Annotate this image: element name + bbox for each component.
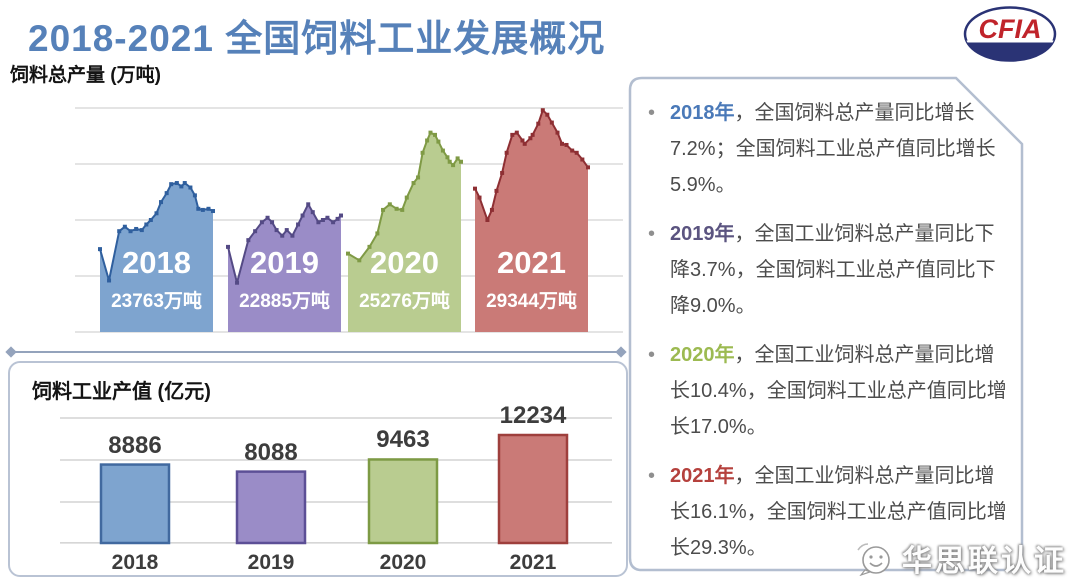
output-bar-chart [60,417,612,545]
bar-value-label: 8886 [108,431,162,459]
summary-panel-frame [628,76,1024,572]
watermark: 华思联认证 [852,536,1067,580]
logo-bowl [965,42,1055,61]
bullet-year-2020: 2020年 [670,344,735,366]
page-title: 2018-2021 全国饲料工业发展概况 [28,18,606,59]
section-divider [12,351,620,353]
bullet-item-2019: • 2019年，全国工业饲料总产量同比下降3.7%，全国饲料工业总产值同比下降9… [648,216,1010,324]
bar-year-label: 2021 [509,551,557,574]
summary-bullet-list: • 2018年，全国饲料总产量同比增长7.2%；全国饲料工业总产值同比增长5.9… [648,95,1010,566]
watermark-text: 华思联认证 [902,545,1067,578]
cfia-logo: CFIA [963,6,1057,62]
bar-value-label: 8088 [244,438,298,466]
face-bubble-icon [857,543,890,576]
bar-year-label: 2019 [247,551,295,574]
bullet-text: 2018年，全国饲料总产量同比增长7.2%；全国饲料工业总产值同比增长5.9%。 [670,95,1010,203]
bullet-text: 2020年，全国工业饲料总产量同比增长10.4%，全国饲料工业总产值同比增长17… [670,337,1010,445]
bullet-body: ，全国工业饲料总产量同比增长10.4%，全国饲料工业总产值同比增长17.0%。 [670,344,1007,438]
bar-value-label: 9463 [376,426,430,454]
bullet-item-2020: • 2020年，全国工业饲料总产量同比增长10.4%，全国饲料工业总产值同比增长… [648,337,1010,445]
bullet-item-2021: • 2021年，全国工业饲料总产量同比增长16.1%，全国饲料工业总产值同比增长… [648,458,1010,566]
bar-year-label: 2018 [111,551,159,574]
bullet-item-2018: • 2018年，全国饲料总产量同比增长7.2%；全国饲料工业总产值同比增长5.9… [648,95,1010,203]
bar-value-label: 12234 [499,402,567,429]
production-chart-title: 饲料总产量 (万吨) [10,65,161,86]
bullet-dot: • [648,223,656,245]
production-area-chart [75,107,623,333]
bullet-year-2019: 2019年 [670,223,735,245]
bullet-text: 2021年，全国工业饲料总产量同比增长16.1%，全国饲料工业总产值同比增长29… [670,458,1010,566]
bar-year-label: 2020 [379,551,427,574]
logo-text: CFIA [979,14,1042,44]
bullet-year-2021: 2021年 [670,465,735,487]
bullet-dot: • [648,102,656,124]
bullet-body: ，全国工业饲料总产量同比下降3.7%，全国饲料工业总产值同比下降9.0%。 [670,223,996,317]
bullet-year-2018: 2018年 [670,102,735,124]
bullet-body: ，全国工业饲料总产量同比增长16.1%，全国饲料工业总产值同比增长29.3%。 [670,465,1007,559]
bullet-dot: • [648,465,656,487]
output-chart-title: 饲料工业产值 (亿元) [32,381,211,403]
bullet-dot: • [648,344,656,366]
bullet-text: 2019年，全国工业饲料总产量同比下降3.7%，全国饲料工业总产值同比下降9.0… [670,216,1010,324]
bullet-body: ，全国饲料总产量同比增长7.2%；全国饲料工业总产值同比增长5.9%。 [670,102,996,196]
